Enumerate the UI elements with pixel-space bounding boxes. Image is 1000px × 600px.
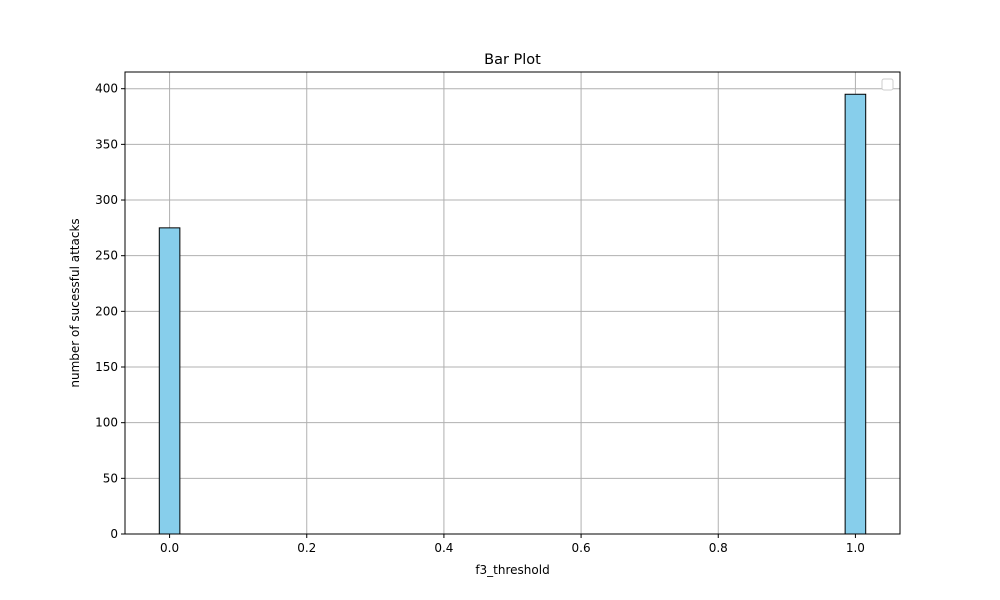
- y-tick-label: 50: [103, 471, 118, 485]
- y-axis-label: number of sucessful attacks: [68, 218, 82, 387]
- x-axis-ticks: 0.0 0.2 0.4 0.6 0.8 1.0: [160, 534, 865, 555]
- x-tick-label: 0.8: [709, 541, 728, 555]
- y-tick-label: 0: [110, 527, 118, 541]
- y-tick-label: 400: [95, 82, 118, 96]
- x-tick-label: 1.0: [846, 541, 865, 555]
- x-tick-label: 0.6: [572, 541, 591, 555]
- y-tick-label: 350: [95, 137, 118, 151]
- chart-title: Bar Plot: [484, 52, 541, 68]
- y-tick-label: 300: [95, 193, 118, 207]
- x-tick-label: 0.2: [297, 541, 316, 555]
- x-tick-label: 0.0: [160, 541, 179, 555]
- legend-box: [881, 78, 894, 91]
- x-axis-label: f3_threshold: [475, 563, 549, 577]
- bar: [844, 93, 867, 535]
- y-tick-label: 100: [95, 416, 118, 430]
- y-tick-label: 150: [95, 360, 118, 374]
- grid-lines: [125, 72, 900, 535]
- bar: [158, 227, 181, 535]
- x-tick-label: 0.4: [434, 541, 453, 555]
- y-tick-label: 200: [95, 304, 118, 318]
- y-axis-ticks: 0 50 100 150 200 250 300 350 400: [95, 82, 125, 541]
- y-tick-label: 250: [95, 249, 118, 263]
- plot-frame: [124, 71, 901, 535]
- bars: [158, 93, 867, 535]
